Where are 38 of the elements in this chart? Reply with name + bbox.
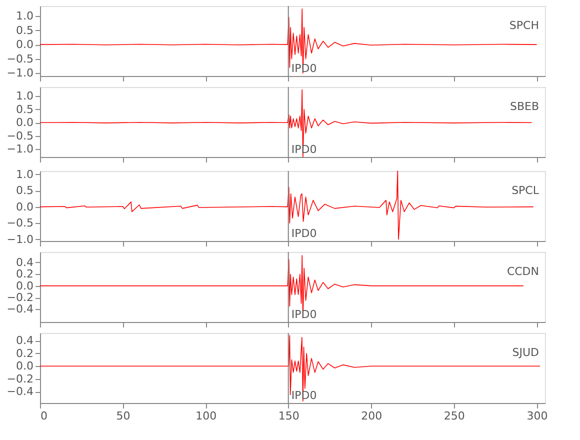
- y-tick-label: 0.0: [16, 116, 34, 130]
- y-tick-label: 0.4: [16, 256, 34, 269]
- y-tick-label: 0.0: [16, 38, 34, 52]
- y-tick-label: 1.0: [16, 90, 34, 103]
- y-tick-label: −1.0: [6, 66, 34, 80]
- y-tick-label: 0.0: [16, 200, 34, 214]
- y-tick-label: 0.0: [16, 279, 34, 292]
- y-tick-label: −0.2: [6, 372, 34, 386]
- y-tick-label: −0.5: [6, 129, 34, 142]
- y-tick-label: −0.4: [6, 302, 34, 316]
- y-tick-label: −0.5: [6, 216, 34, 230]
- x-tick-label: 0: [40, 410, 48, 422]
- annotation: SPCL: [512, 184, 540, 197]
- y-tick-label: −1.0: [6, 142, 34, 156]
- y-tick-label: −0.2: [6, 291, 34, 304]
- x-tick-label: 250: [444, 410, 465, 422]
- y-tick-label: 0.4: [16, 334, 34, 348]
- annotation: SPCH: [509, 19, 539, 32]
- annotation: SJUD: [512, 346, 539, 359]
- annotation: SBEB: [510, 100, 539, 113]
- y-tick-label: 0.0: [16, 360, 34, 373]
- y-tick-label: 1.0: [16, 168, 34, 181]
- y-tick-label: 1.0: [16, 10, 34, 22]
- y-tick-label: −0.5: [6, 52, 34, 66]
- ref-line-label: IPD0: [291, 227, 317, 240]
- x-tick-label: 200: [361, 410, 382, 422]
- y-tick-label: 0.5: [16, 184, 34, 198]
- x-tick-label: 100: [196, 410, 217, 422]
- x-tick-label: 50: [116, 410, 130, 422]
- y-tick-label: −0.4: [6, 385, 34, 398]
- x-tick-label: 300: [526, 410, 548, 422]
- y-tick-label: −1.0: [6, 232, 34, 246]
- y-tick-label: 0.2: [16, 346, 34, 360]
- y-tick-label: 0.5: [16, 24, 34, 37]
- y-tick-label: 0.5: [16, 102, 34, 116]
- y-tick-label: 0.2: [16, 268, 34, 281]
- annotation: CCDN: [506, 265, 539, 278]
- x-tick-label: 150: [278, 410, 300, 422]
